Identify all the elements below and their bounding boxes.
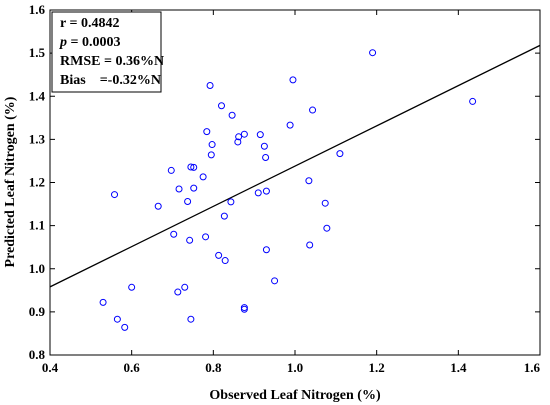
data-point <box>469 97 477 105</box>
data-point <box>215 251 223 259</box>
x-tick-label: 1.0 <box>287 360 303 375</box>
data-point <box>228 111 236 119</box>
data-point <box>240 130 248 138</box>
data-point <box>199 173 207 181</box>
stats-box-frame <box>51 11 162 93</box>
data-point <box>289 76 297 84</box>
data-point <box>202 233 210 241</box>
data-point <box>186 236 194 244</box>
y-tick-label: 1.1 <box>29 218 45 233</box>
data-point <box>234 138 242 146</box>
x-axis: 0.4 0.6 0.8 1.0 1.2 1.4 1.6 <box>42 10 541 375</box>
data-point <box>113 315 121 323</box>
data-point <box>220 212 228 220</box>
data-point <box>175 185 183 193</box>
data-point <box>321 199 329 207</box>
y-tick-label: 1.2 <box>29 175 45 190</box>
data-point <box>206 81 214 89</box>
y-tick-label: 0.9 <box>29 304 46 319</box>
x-tick-label: 1.6 <box>524 360 541 375</box>
stat-bias-value: -0.32%N <box>108 73 161 88</box>
data-point <box>154 202 162 210</box>
stat-rmse-value: 0.36%N <box>115 54 164 69</box>
data-point <box>208 141 216 149</box>
y-tick-label: 1.0 <box>29 261 45 276</box>
data-point <box>306 241 314 249</box>
x-tick-label: 0.8 <box>205 360 222 375</box>
y-tick-label: 1.4 <box>29 88 46 103</box>
data-point <box>184 197 192 205</box>
data-point <box>111 191 119 199</box>
stat-r-key: r <box>60 16 66 31</box>
stats-box: r = 0.4842 p = 0.0003 RMSE = 0.36%N Bias… <box>51 11 164 93</box>
data-point <box>121 323 129 331</box>
data-point <box>240 305 248 313</box>
data-point <box>187 315 195 323</box>
data-point <box>286 121 294 129</box>
data-point <box>203 128 211 136</box>
stat-r-value: 0.4842 <box>81 16 120 31</box>
stat-r: r = 0.4842 <box>60 16 119 31</box>
data-point <box>190 184 198 192</box>
data-point <box>262 187 270 195</box>
x-tick-label: 1.4 <box>450 360 467 375</box>
y-tick-label: 1.6 <box>29 2 46 17</box>
y-tick-label: 0.8 <box>29 347 46 362</box>
data-point <box>128 283 136 291</box>
stat-p-value: 0.0003 <box>82 35 121 50</box>
stat-p-key: p <box>59 35 67 50</box>
data-point <box>207 151 215 159</box>
data-point <box>167 166 175 174</box>
data-point <box>256 131 264 139</box>
data-point <box>254 189 262 197</box>
data-point <box>181 283 189 291</box>
data-point <box>369 49 377 57</box>
stat-p-sep: = <box>67 35 82 50</box>
x-tick-label: 0.4 <box>42 360 59 375</box>
data-point <box>323 224 331 232</box>
data-point <box>187 163 195 171</box>
data-point <box>227 198 235 206</box>
data-point <box>260 142 268 150</box>
data-points <box>99 49 477 331</box>
data-point <box>170 230 178 238</box>
data-point <box>218 102 225 110</box>
y-axis-title: Predicted Leaf Nitrogen (%) <box>3 96 18 267</box>
data-point <box>262 153 270 161</box>
data-point <box>262 246 270 254</box>
data-point <box>99 298 107 306</box>
stat-p: p = 0.0003 <box>59 35 120 50</box>
stat-bias: Bias =-0.32%N <box>60 73 161 88</box>
data-point <box>336 150 344 158</box>
regression-line-layer <box>49 44 541 288</box>
stat-rmse-key: RMSE <box>60 54 100 69</box>
stat-bias-sep: = <box>86 73 108 88</box>
data-point <box>309 106 317 114</box>
data-point <box>174 288 182 296</box>
regression-line <box>49 44 541 288</box>
data-point <box>221 257 229 265</box>
data-point <box>305 177 313 185</box>
stat-rmse: RMSE = 0.36%N <box>60 54 164 69</box>
x-tick-label: 1.2 <box>369 360 385 375</box>
y-tick-label: 1.3 <box>29 131 46 146</box>
y-axis: 0.8 0.9 1.0 1.1 1.2 1.3 1.4 1.5 1.6 <box>29 2 540 362</box>
data-point <box>190 163 198 171</box>
data-point <box>271 277 279 285</box>
x-axis-title: Observed Leaf Nitrogen (%) <box>209 388 381 403</box>
data-point <box>235 133 243 141</box>
stat-r-sep: = <box>66 16 81 31</box>
stat-bias-key: Bias <box>60 73 86 88</box>
stat-rmse-sep: = <box>100 54 115 69</box>
y-tick-label: 1.5 <box>29 45 46 60</box>
x-tick-label: 0.6 <box>124 360 141 375</box>
